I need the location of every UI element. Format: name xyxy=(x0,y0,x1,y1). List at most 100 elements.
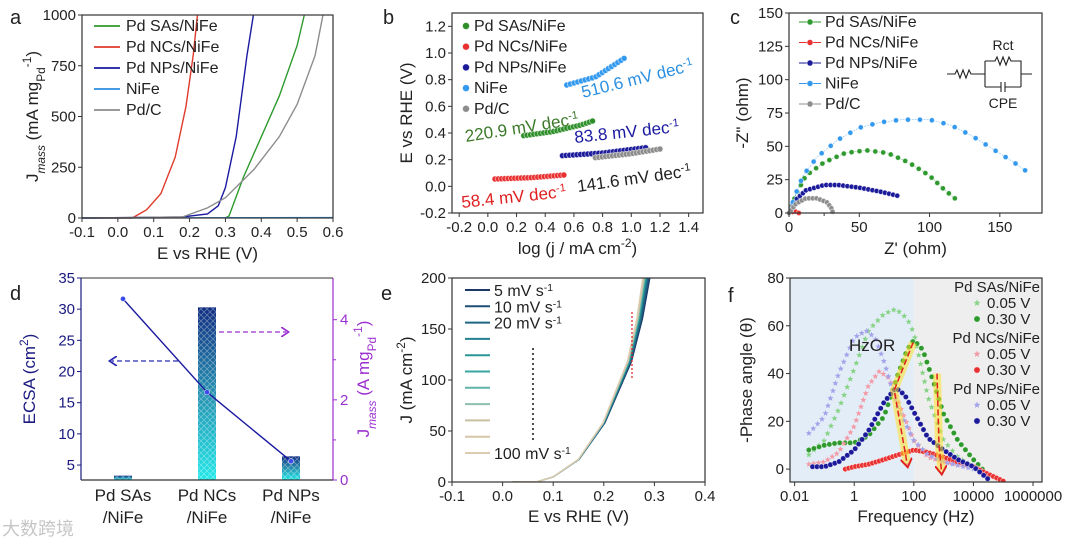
f-star-point xyxy=(832,380,839,386)
c-x-tick-label: 150 xyxy=(987,219,1012,236)
b-data-point xyxy=(589,117,596,125)
c-data-point xyxy=(880,149,887,156)
f-star-point xyxy=(921,378,928,385)
d-y2-title-part: J xyxy=(354,429,373,438)
a-series-line xyxy=(81,14,324,219)
c-y-tick-label: 150 xyxy=(758,5,783,22)
watermark: 大数跨境 xyxy=(2,519,74,537)
d-y2-title-part: -1 xyxy=(351,326,365,337)
f-star-point xyxy=(872,373,879,380)
c-data-point xyxy=(1022,167,1029,174)
f-dot-point xyxy=(968,462,975,469)
f-x-tick-label: 1 xyxy=(850,488,858,505)
c-data-point xyxy=(837,135,844,142)
f-star-point xyxy=(965,464,972,471)
c-y-tick-label: 75 xyxy=(766,105,783,122)
f-star-point xyxy=(959,463,966,470)
equivalent-circuit-icon xyxy=(947,55,1032,92)
c-data-point xyxy=(869,121,876,128)
f-star-point xyxy=(844,434,851,441)
f-dot-point xyxy=(921,351,928,358)
f-star-point xyxy=(805,430,812,436)
a-y-title: Jmass (mA mgPd-1) xyxy=(20,51,48,182)
f-star-point xyxy=(828,422,835,429)
f-star-point xyxy=(841,391,848,398)
f-dot-point xyxy=(905,399,912,406)
f-star-point xyxy=(890,306,897,313)
b-slope-value: 141.6 mV dec xyxy=(576,162,683,195)
f-legend-group-title: Pd NPs/NiFe xyxy=(953,381,1040,398)
d-y-tick-label: 15 xyxy=(58,395,75,412)
c-data-point xyxy=(940,120,947,127)
f-legend-label: 0.30 V xyxy=(987,413,1030,430)
b-y-tick-label: 0.0 xyxy=(425,178,446,195)
f-star-point xyxy=(844,383,851,390)
d-y-tick-label: 30 xyxy=(58,301,75,318)
b-slope-unit-exponent: -1 xyxy=(567,109,579,122)
c-x-title-part: Z' (ohm) xyxy=(884,239,947,258)
e-y-title: J (mA cm-2) xyxy=(394,336,416,423)
a-x-tick-label: 0.0 xyxy=(107,224,128,241)
f-x-title: Frequency (Hz) xyxy=(857,507,974,526)
f-star-point xyxy=(875,343,882,350)
f-star-point xyxy=(883,365,890,372)
f-dot-point xyxy=(805,446,812,454)
f-dot-point xyxy=(865,426,872,434)
b-legend-label: Pd NCs/NiFe xyxy=(474,39,567,56)
e-y-tick-label: 150 xyxy=(421,321,446,338)
b-slope-value: 58.4 mV dec xyxy=(460,183,557,212)
f-star-point xyxy=(868,378,875,384)
f-legend-group-title: Pd SAs/NiFe xyxy=(954,279,1040,296)
e-x-tick-label: 0.4 xyxy=(695,488,716,505)
c-data-point xyxy=(818,150,825,157)
f-x-tick-label: 1000000 xyxy=(1004,488,1062,505)
a-series-line xyxy=(82,14,199,219)
b-slope-unit-exponent: -1 xyxy=(681,56,693,70)
f-star-point xyxy=(850,423,857,430)
c-data-point xyxy=(1002,154,1009,161)
e-y-tick-label: 50 xyxy=(429,423,446,440)
c-data-point xyxy=(847,129,854,136)
f-y-title: -Phase angle (θ) xyxy=(737,317,756,443)
d-category-label: Pd NCs xyxy=(178,486,237,505)
f-star-point xyxy=(863,327,870,334)
c-legend-label: NiFe xyxy=(825,76,859,93)
f-dot-point xyxy=(868,421,875,428)
f-y-tick-label: 40 xyxy=(767,366,784,383)
d-y2-title-part: mass xyxy=(365,400,379,428)
c-data-point xyxy=(881,118,888,125)
f-star-point xyxy=(905,318,912,325)
b-legend-label: Pd SAs/NiFe xyxy=(474,18,566,35)
f-star-point xyxy=(847,375,854,382)
f-dot-point xyxy=(972,465,979,472)
f-star-point xyxy=(859,343,866,350)
f-star-point xyxy=(855,410,862,417)
b-x-tick-label: 1.4 xyxy=(678,219,699,236)
f-star-point xyxy=(924,450,931,457)
d-y-tick-label: 5 xyxy=(67,457,75,474)
b-slope-unit-exponent: -1 xyxy=(555,182,566,195)
f-dot-point xyxy=(950,429,957,437)
c-legend-marker xyxy=(806,39,814,46)
c-data-point xyxy=(803,167,810,174)
f-star-point xyxy=(853,417,860,423)
b-x-tick-label: 0.6 xyxy=(563,219,584,236)
c-data-point xyxy=(797,177,804,184)
a-x-title-part: E vs RHE (V) xyxy=(157,244,258,263)
f-star-point xyxy=(829,387,836,394)
d-y-title-part: 2 xyxy=(17,339,31,346)
a-x-tick-label: 0.2 xyxy=(179,224,200,241)
f-star-point xyxy=(917,360,924,367)
f-star-point xyxy=(840,358,847,365)
a-y-title-part: Pd xyxy=(34,67,48,82)
c-data-point xyxy=(827,142,834,149)
d-y-title-part: ECSA (cm xyxy=(20,346,39,424)
f-dot-point xyxy=(826,441,833,448)
c-data-point xyxy=(982,141,989,148)
f-star-point xyxy=(857,403,864,410)
c-data-point xyxy=(951,195,958,202)
panel-label-c: c xyxy=(730,7,740,29)
b-x-tick-label: -0.2 xyxy=(446,219,472,236)
e-x-tick-label: 0.0 xyxy=(492,488,513,505)
c-data-point xyxy=(857,124,864,131)
